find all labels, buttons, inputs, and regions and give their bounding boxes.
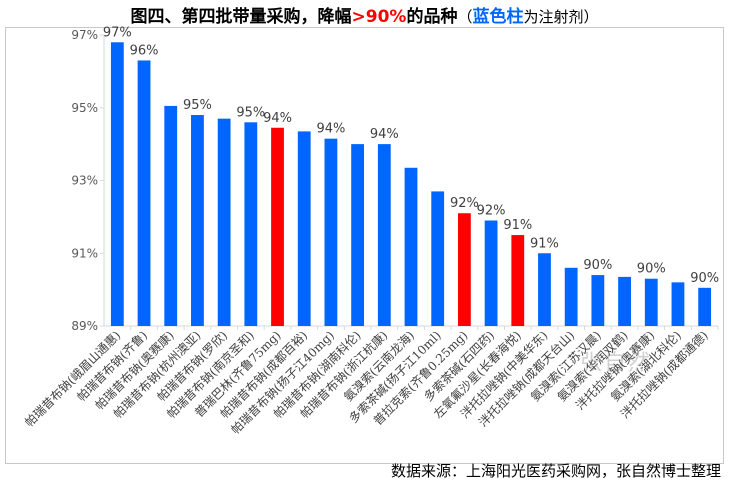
bar	[484, 220, 498, 326]
data-source: 数据来源：上海阳光医药采购网，张自然博士整理	[390, 462, 721, 480]
y-tick-label: 91%	[71, 246, 98, 260]
title-highlight: >90%	[351, 7, 407, 27]
data-label: 90%	[583, 258, 612, 273]
y-tick-label: 89%	[71, 319, 98, 333]
title-note-blue: 蓝色柱	[472, 7, 524, 27]
data-label: 90%	[637, 262, 666, 277]
bar	[698, 287, 712, 326]
bar	[137, 60, 151, 327]
chart-frame	[5, 27, 724, 464]
data-label: 92%	[477, 204, 506, 219]
data-label: 91%	[530, 236, 559, 251]
data-label: 94%	[263, 111, 292, 126]
y-tick-label: 95%	[71, 101, 98, 115]
bar	[644, 278, 658, 326]
bar	[217, 118, 231, 326]
title-tail: 的品种	[406, 7, 458, 27]
bar	[377, 144, 391, 326]
data-label: 97%	[103, 25, 132, 40]
data-label: 92%	[450, 196, 479, 211]
watermark: 张自然	[580, 351, 653, 376]
data-label: 94%	[370, 127, 399, 142]
bar	[297, 131, 311, 326]
data-label: 90%	[690, 271, 719, 286]
y-tick-label: 97%	[71, 28, 98, 42]
bar	[244, 122, 258, 326]
title-main: 图四、第四批带量采购，降幅	[130, 7, 352, 27]
bar	[271, 127, 284, 326]
bar	[564, 267, 578, 326]
bar	[110, 42, 124, 327]
bar	[431, 191, 445, 326]
title-note-rest: 为注射剂）	[523, 8, 599, 26]
data-label: 95%	[236, 105, 265, 120]
title-note-open: （	[457, 8, 473, 26]
data-label: 91%	[503, 218, 532, 233]
chart-title: 图四、第四批带量采购，降幅>90%的品种（蓝色柱为注射剂）	[0, 2, 729, 27]
y-tick-label: 93%	[71, 174, 98, 188]
bar	[324, 138, 338, 326]
bar	[618, 276, 631, 326]
bar	[511, 235, 525, 326]
bar	[164, 105, 178, 327]
bar	[351, 144, 365, 326]
bar	[671, 282, 685, 326]
data-label: 96%	[130, 43, 159, 58]
bar	[404, 167, 418, 326]
bar	[591, 275, 605, 326]
data-label: 94%	[316, 122, 345, 137]
bar	[457, 213, 471, 326]
data-label: 95%	[183, 98, 212, 113]
bar	[191, 115, 204, 327]
bar	[538, 253, 551, 326]
